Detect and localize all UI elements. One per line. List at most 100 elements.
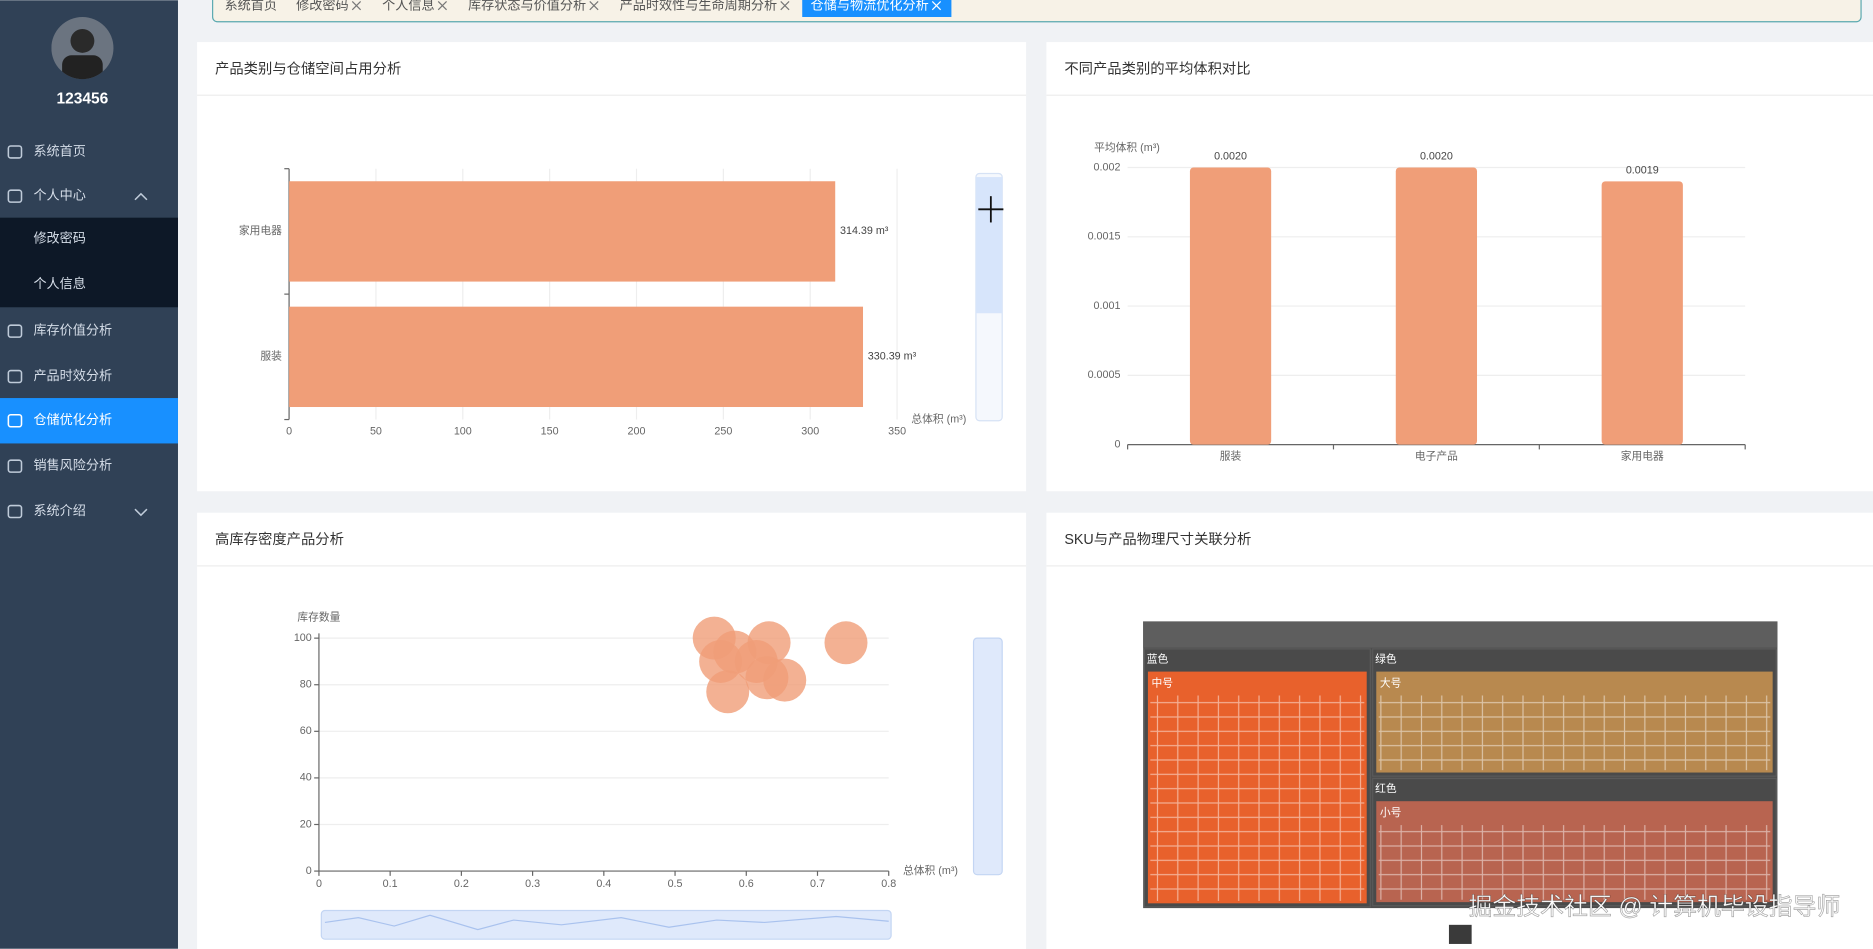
bubble: [763, 658, 807, 702]
tab-close[interactable]: [589, 1, 599, 11]
treemap-subcells: [1378, 825, 1771, 900]
card-title: SKU与产品物理尺寸关联分析: [1064, 531, 1251, 548]
x-tick-label: 0.2: [454, 878, 469, 890]
x-tick-label: 0.7: [810, 878, 825, 890]
menu-icon: [7, 145, 23, 159]
tab-label[interactable]: 库存状态与价值分析: [468, 0, 586, 13]
x-tick-label: 0.8: [881, 878, 896, 890]
value-label: 0.0020: [1214, 151, 1247, 163]
x-axis-label: 总体积 (m³): [911, 412, 966, 425]
card-title: 产品类别与仓储空间占用分析: [215, 60, 401, 77]
card-title: 高库存密度产品分析: [215, 531, 344, 548]
bar: [289, 306, 864, 408]
menu-icon: [7, 369, 23, 384]
x-tick-label: 0.3: [525, 878, 540, 890]
y-tick-label: 20: [300, 818, 312, 830]
treemap-cell-label: 小号: [1380, 807, 1402, 819]
treemap-cell-label: 中号: [1152, 676, 1174, 689]
menu-icon: [7, 413, 23, 428]
bubble: [713, 630, 757, 674]
tab-label[interactable]: 修改密码: [296, 0, 349, 13]
treemap-subcells: [1378, 695, 1771, 771]
treemap-group-label: 蓝色: [1147, 652, 1169, 665]
menu-item[interactable]: 仓储优化分析: [33, 412, 112, 427]
card-title: 不同产品类别的平均体积对比: [1064, 60, 1250, 77]
zoom-slider[interactable]: [320, 909, 892, 940]
x-tick-label: 50: [370, 425, 382, 437]
x-tick-label: 0.5: [668, 878, 683, 890]
treemap-cell-label: 大号: [1380, 676, 1402, 689]
menu-item[interactable]: 个人中心: [33, 188, 85, 203]
x-tick-label: 150: [541, 425, 559, 437]
tab-close[interactable]: [437, 1, 447, 11]
tab-label[interactable]: 个人信息: [382, 0, 435, 13]
x-tick-label: 250: [714, 425, 732, 437]
y-tick-label: 60: [300, 725, 312, 737]
avatar[interactable]: [51, 17, 114, 82]
x-tick-label: 350: [888, 425, 906, 437]
menu-arrow: [134, 508, 148, 517]
value-label: 314.39 m³: [840, 225, 889, 237]
submenu-bg: [0, 217, 178, 308]
menu-item[interactable]: 系统首页: [33, 143, 85, 158]
floating-button[interactable]: [1448, 924, 1472, 944]
bar: [1395, 167, 1478, 445]
x-tick-label: 电子产品: [1415, 449, 1458, 462]
menu-icon: [7, 504, 23, 519]
treemap-header: [1143, 621, 1778, 648]
tab-close[interactable]: [931, 1, 942, 11]
tab-label[interactable]: 系统首页: [225, 0, 278, 13]
y-tick-label: 0.002: [1094, 161, 1121, 173]
bar: [1601, 181, 1683, 445]
sidebar: [0, 0, 178, 949]
x-tick-label: 0: [316, 878, 322, 890]
x-tick-label: 0.6: [739, 878, 754, 890]
menu-item[interactable]: 库存价值分析: [33, 323, 112, 338]
tab-label[interactable]: 产品时效性与生命周期分析: [620, 0, 778, 13]
treemap-group-label: 红色: [1375, 782, 1397, 795]
x-tick-label: 0.4: [596, 878, 611, 890]
y-axis-label: 库存数量: [297, 611, 340, 624]
tab-close[interactable]: [780, 1, 790, 11]
y-tick-label: 100: [294, 632, 312, 644]
value-label: 0.0020: [1420, 151, 1453, 163]
menu-item[interactable]: 销售风险分析: [33, 458, 112, 473]
menu-item[interactable]: 产品时效分析: [33, 368, 112, 383]
value-label: 0.0019: [1626, 164, 1659, 176]
y-tick-label: 家用电器: [239, 224, 282, 237]
tab-label[interactable]: 仓储与物流优化分析: [811, 0, 929, 13]
y-tick-label: 0.0015: [1088, 231, 1121, 243]
menu-icon: [7, 459, 23, 473]
y-tick-label: 0.001: [1094, 300, 1121, 312]
y-tick-label: 0: [1114, 438, 1120, 450]
menu-arrow: [134, 192, 148, 201]
treemap-group-label: 绿色: [1375, 652, 1397, 665]
menu-icon: [7, 324, 23, 338]
tabs-bar: [212, 0, 1862, 23]
menu-active-bg: [0, 398, 178, 444]
watermark: 掘金技术社区 @ 计算机毕设指导师: [1469, 893, 1841, 920]
bubble: [706, 670, 750, 714]
x-tick-label: 0.1: [383, 878, 398, 890]
menu-item[interactable]: 系统介绍: [33, 503, 85, 518]
zoom-slider[interactable]: [972, 637, 1003, 876]
zoom-handle[interactable]: [975, 177, 1003, 314]
y-axis-label: 平均体积 (m³): [1094, 142, 1160, 154]
value-label: 330.39 m³: [868, 351, 917, 363]
bar: [1189, 167, 1272, 445]
x-tick-label: 200: [628, 425, 646, 437]
y-tick-label: 0: [306, 865, 312, 877]
x-tick-label: 服装: [1220, 449, 1242, 462]
y-tick-label: 40: [300, 772, 312, 784]
menu-item[interactable]: 修改密码: [33, 230, 85, 246]
x-axis-label: 总体积 (m³): [903, 864, 958, 877]
x-tick-label: 0: [286, 425, 292, 437]
tab-active-bg: [802, 0, 952, 18]
menu-item[interactable]: 个人信息: [33, 275, 85, 291]
bubble: [824, 621, 868, 665]
tab-close[interactable]: [351, 1, 362, 11]
zoom-sliders: [320, 172, 1003, 940]
x-tick-label: 300: [801, 425, 819, 437]
